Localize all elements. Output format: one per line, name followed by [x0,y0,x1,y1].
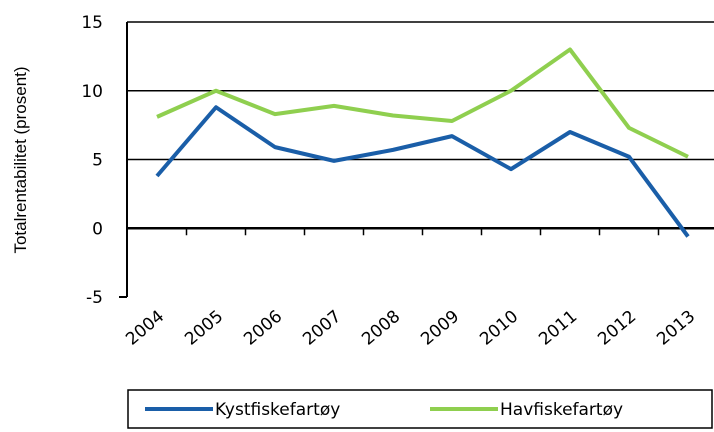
x-tick-label: 2009 [417,307,463,350]
legend-box [127,389,713,429]
x-tick-label: 2004 [122,307,168,350]
x-tick-label: 2008 [358,307,404,350]
y-tick-label: 0 [92,219,103,239]
legend-label: Kystfiskefartøy [215,400,340,420]
y-tick-label: 15 [81,13,103,33]
x-tick-label: 2012 [594,307,640,350]
x-tick-label: 2013 [653,307,699,350]
x-tick-label: 2007 [299,307,345,350]
y-axis-label: Totalrentabilitet (prosent) [11,66,30,253]
y-tick-label: 10 [81,82,103,102]
y-tick-label: -5 [86,288,103,308]
y-tick-label: 5 [92,151,103,171]
x-tick-label: 2006 [240,307,286,350]
legend-label: Havfiskefartøy [500,400,623,420]
x-tick-label: 2005 [181,307,227,350]
x-tick-label: 2010 [476,307,522,350]
series-line [155,105,690,238]
x-tick-label: 2011 [535,307,581,350]
series-line [156,47,689,159]
